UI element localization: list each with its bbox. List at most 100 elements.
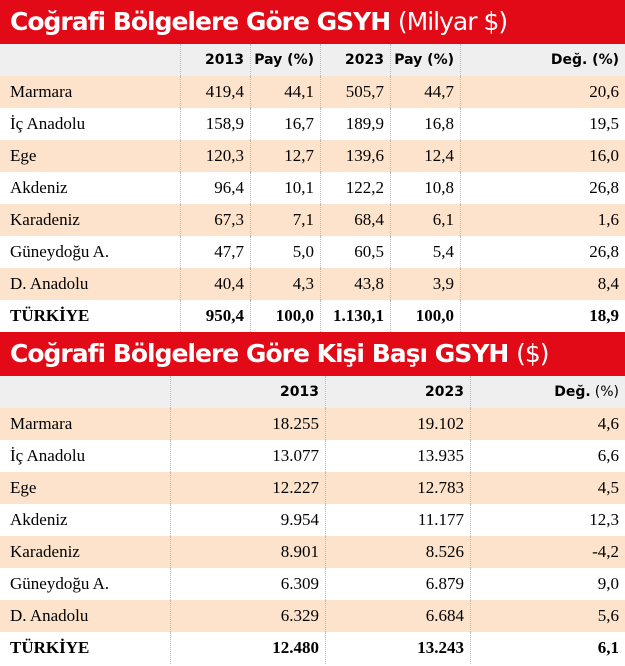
value-cell: 16,0 [460, 140, 625, 172]
value-cell: 19.102 [325, 408, 470, 440]
table-row: İç Anadolu 13.077 13.935 6,6 [0, 440, 625, 472]
region-label: TÜRKİYE [10, 638, 90, 657]
table-row: D. Anadolu 6.329 6.684 5,6 [0, 600, 625, 632]
value-cell: 20,6 [460, 76, 625, 108]
table-row: TÜRKİYE 12.480 13.243 6,1 [0, 632, 625, 664]
table-row: D. Anadolu 40,4 4,3 43,8 3,9 8,4 [0, 268, 625, 300]
value-cell: 100,0 [250, 300, 320, 332]
value-cell: 12.480 [170, 632, 325, 664]
region-label: Akdeniz [10, 510, 68, 529]
header-cell: Değ. (%) [470, 376, 625, 408]
table-row: Akdeniz 9.954 11.177 12,3 [0, 504, 625, 536]
value-cell: 12,7 [250, 140, 320, 172]
value-cell: 7,1 [250, 204, 320, 236]
header-cell: Değ. (%) [460, 44, 625, 76]
title-unit: (Milyar $) [397, 7, 508, 36]
value-cell: 16,8 [390, 108, 460, 140]
value-cell: 122,2 [320, 172, 390, 204]
value-cell: 3,9 [390, 268, 460, 300]
per-capita-table: Coğrafi Bölgelere Göre Kişi Başı GSYH ($… [0, 332, 625, 664]
value-cell: 12.783 [325, 472, 470, 504]
header-cell: 2023 [320, 44, 390, 76]
value-cell: 44,1 [250, 76, 320, 108]
value-cell: 67,3 [180, 204, 250, 236]
value-cell: 6.684 [325, 600, 470, 632]
header-cell: Pay (%) [390, 44, 460, 76]
value-cell: 12.227 [170, 472, 325, 504]
table-row: Güneydoğu A. 47,7 5,0 60,5 5,4 26,8 [0, 236, 625, 268]
region-label: Güneydoğu A. [10, 574, 110, 593]
value-cell: 12,4 [390, 140, 460, 172]
value-cell: 10,8 [390, 172, 460, 204]
value-cell: 6.329 [170, 600, 325, 632]
value-cell: 6.879 [325, 568, 470, 600]
header-row: 2013 Pay (%) 2023 Pay (%) Değ. (%) [0, 44, 625, 76]
table-row: Karadeniz 8.901 8.526 -4,2 [0, 536, 625, 568]
value-cell: 18.255 [170, 408, 325, 440]
table-row: Akdeniz 96,4 10,1 122,2 10,8 26,8 [0, 172, 625, 204]
region-label: TÜRKİYE [10, 306, 90, 325]
value-cell: 44,7 [390, 76, 460, 108]
value-cell: 4,6 [470, 408, 625, 440]
value-cell: 8.901 [170, 536, 325, 568]
region-label: Marmara [10, 414, 73, 433]
region-label: Akdeniz [10, 178, 68, 197]
value-cell: 6,1 [470, 632, 625, 664]
value-cell: 40,4 [180, 268, 250, 300]
value-cell: 158,9 [180, 108, 250, 140]
value-cell: 6.309 [170, 568, 325, 600]
value-cell: 26,8 [460, 236, 625, 268]
value-cell: 5,6 [470, 600, 625, 632]
header-cell: 2013 [180, 44, 250, 76]
value-cell: 16,7 [250, 108, 320, 140]
value-cell: 6,6 [470, 440, 625, 472]
header-unit: (%) [594, 384, 619, 400]
title-text: Coğrafi Bölgelere Göre GSYH [10, 7, 391, 36]
table-title: Coğrafi Bölgelere Göre GSYH (Milyar $) [0, 0, 625, 44]
table-title: Coğrafi Bölgelere Göre Kişi Başı GSYH ($… [0, 332, 625, 376]
value-cell: 68,4 [320, 204, 390, 236]
value-cell: 9.954 [170, 504, 325, 536]
region-label: Marmara [10, 82, 73, 101]
value-cell: 9,0 [470, 568, 625, 600]
value-cell: 19,5 [460, 108, 625, 140]
value-cell: 47,7 [180, 236, 250, 268]
title-unit: ($) [516, 339, 549, 368]
value-cell: 13.935 [325, 440, 470, 472]
value-cell: 139,6 [320, 140, 390, 172]
value-cell: 60,5 [320, 236, 390, 268]
table-row: İç Anadolu 158,9 16,7 189,9 16,8 19,5 [0, 108, 625, 140]
value-cell: 10,1 [250, 172, 320, 204]
value-cell: 43,8 [320, 268, 390, 300]
value-cell: 100,0 [390, 300, 460, 332]
header-cell [0, 44, 180, 76]
region-label: İç Anadolu [10, 446, 86, 465]
header-cell [0, 376, 170, 408]
table-row: Ege 12.227 12.783 4,5 [0, 472, 625, 504]
region-label: D. Anadolu [10, 606, 89, 625]
region-label: Ege [10, 146, 37, 165]
value-cell: 13.243 [325, 632, 470, 664]
value-cell: 8.526 [325, 536, 470, 568]
table-row: Ege 120,3 12,7 139,6 12,4 16,0 [0, 140, 625, 172]
header-cell: 2023 [325, 376, 470, 408]
table-row: Marmara 419,4 44,1 505,7 44,7 20,6 [0, 76, 625, 108]
value-cell: 1.130,1 [320, 300, 390, 332]
title-text: Coğrafi Bölgelere Göre Kişi Başı GSYH [10, 339, 509, 368]
header-cell: Pay (%) [250, 44, 320, 76]
region-label: İç Anadolu [10, 114, 86, 133]
region-label: Güneydoğu A. [10, 242, 110, 261]
header-text: Değ. [554, 384, 591, 400]
value-cell: 8,4 [460, 268, 625, 300]
value-cell: 189,9 [320, 108, 390, 140]
value-cell: 1,6 [460, 204, 625, 236]
region-label: D. Anadolu [10, 274, 89, 293]
value-cell: 120,3 [180, 140, 250, 172]
value-cell: 96,4 [180, 172, 250, 204]
table-row: Karadeniz 67,3 7,1 68,4 6,1 1,6 [0, 204, 625, 236]
value-cell: 4,5 [470, 472, 625, 504]
header-row: 2013 2023 Değ. (%) [0, 376, 625, 408]
value-cell: 5,0 [250, 236, 320, 268]
value-cell: -4,2 [470, 536, 625, 568]
